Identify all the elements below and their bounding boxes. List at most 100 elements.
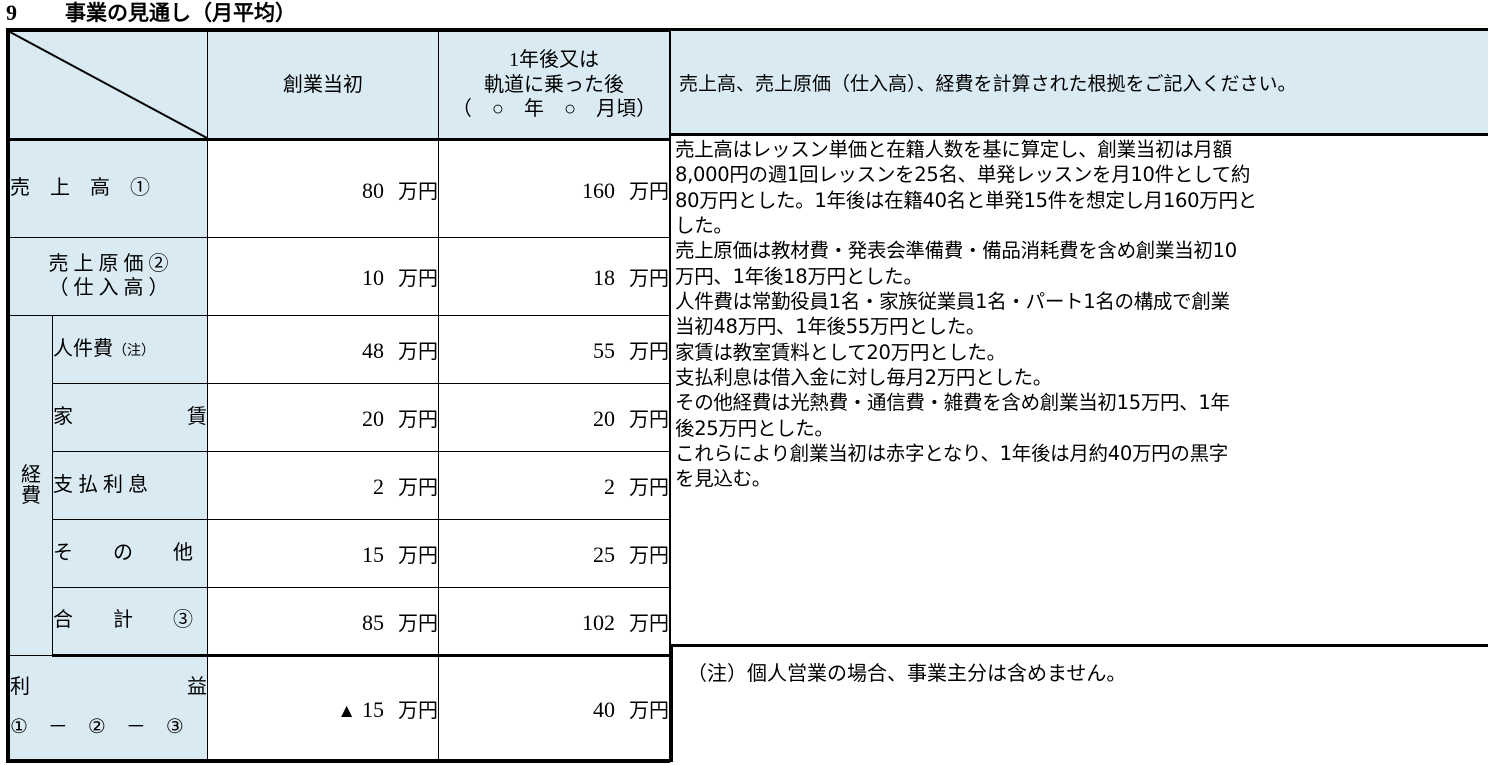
cell-cogs-future-value: 18 [593, 265, 615, 290]
cell-rent-future[interactable]: 20 万円 [438, 383, 670, 452]
cell-interest-future-value: 2 [604, 474, 615, 499]
table-row-cogs: 売 上 原 価 ② （ 仕 入 高 ） 10 万円 18 万円 [9, 237, 670, 316]
explanation-line: これらにより創業当初は赤字となり、1年後は月約40万円の黒字 [675, 442, 1228, 466]
cell-total-start-value: 85 [362, 609, 384, 635]
row-label-other: そ の 他 [52, 519, 208, 588]
cell-cogs-start[interactable]: 10 万円 [207, 237, 439, 316]
cell-personnel-start[interactable]: 48 万円 [207, 315, 439, 384]
cell-other-start[interactable]: 15 万円 [207, 519, 439, 588]
cell-interest-future-unit: 万円 [629, 477, 669, 499]
cell-rent-start-unit: 万円 [398, 409, 438, 431]
cell-sales-future-unit: 万円 [629, 180, 669, 203]
row-label-profit-right: 益 [187, 676, 207, 699]
cell-total-future-unit: 万円 [629, 612, 669, 635]
cell-cogs-future-unit: 万円 [629, 268, 669, 290]
cell-profit-future[interactable]: 40 万円 [438, 655, 670, 760]
row-label-personnel-text: 人件費 [53, 337, 113, 360]
cell-personnel-start-unit: 万円 [398, 341, 438, 363]
row-label-rent-left: 家 [53, 405, 73, 428]
row-label-rent: 家 賃 [52, 383, 208, 452]
row-label-personnel-note: （注） [113, 343, 155, 359]
footnote-area: （注）個人営業の場合、事業主分は含めません。 [670, 647, 1488, 762]
header-col-start-label: 創業当初 [283, 73, 363, 96]
cell-total-start-unit: 万円 [398, 612, 438, 635]
basis-column-header-text: 売上高、売上原価（仕入高）、経費を計算された根拠をご記入ください。 [679, 73, 1297, 95]
cell-profit-future-unit: 万円 [629, 699, 669, 722]
table-row-personnel: 経 費 人件費（注） 48 万円 55 万円 [9, 315, 670, 656]
cell-cogs-future[interactable]: 18 万円 [438, 237, 670, 316]
forecast-table-frame: 創業当初 1年後又は 軌道に乗った後 （ ○ 年 ○ 月頃） 売 上 高 ① 8… [6, 28, 670, 763]
cell-cogs-start-value: 10 [362, 265, 384, 290]
group-label-expenses-char1: 経 [21, 463, 41, 486]
table-row-interest: 支 払 利 息 2 万円 2 万円 [10, 451, 670, 520]
cell-rent-start[interactable]: 20 万円 [207, 383, 439, 452]
cell-total-future-value: 102 [582, 609, 615, 635]
cell-sales-start-unit: 万円 [398, 180, 438, 203]
cell-profit-start[interactable]: ▲ 15 万円 [207, 655, 439, 760]
group-label-expenses-char2: 費 [21, 484, 41, 507]
page-title-number: 9 [6, 0, 17, 25]
row-label-total-text: 合 計 ③ [53, 609, 193, 632]
page-title-text: 事業の見通し（月平均） [65, 1, 296, 25]
basis-explanation-area[interactable]: 売上高はレッスン単価と在籍人数を基に算定し、創業当初は月額 8,000円の週1回… [670, 136, 1488, 647]
row-label-total: 合 計 ③ [52, 587, 208, 657]
cell-personnel-start-value: 48 [362, 338, 384, 363]
cell-other-future[interactable]: 25 万円 [438, 519, 670, 588]
explanation-line: 売上高はレッスン単価と在籍人数を基に算定し、創業当初は月額 [675, 138, 1232, 161]
negative-triangle-icon: ▲ [337, 700, 356, 722]
cell-total-start[interactable]: 85 万円 [207, 587, 439, 657]
table-row-total: 合 計 ③ 85 万円 102 万円 [10, 587, 670, 657]
footnote-text: （注）個人営業の場合、事業主分は含めません。 [687, 663, 1127, 685]
cell-other-start-value: 15 [362, 542, 384, 567]
page-title: 9 事業の見通し（月平均） [6, 0, 296, 27]
row-label-cogs: 売 上 原 価 ② （ 仕 入 高 ） [9, 237, 208, 316]
cell-personnel-future-unit: 万円 [629, 341, 669, 363]
cell-cogs-start-unit: 万円 [398, 268, 438, 290]
cell-interest-start[interactable]: 2 万円 [207, 451, 439, 520]
basis-column-header: 売上高、売上原価（仕入高）、経費を計算された根拠をご記入ください。 [670, 28, 1488, 136]
row-label-profit-left: 利 [10, 676, 30, 699]
table-row-rent: 家 賃 20 万円 20 万円 [10, 383, 670, 452]
diagonal-line-icon [10, 32, 207, 138]
cell-interest-start-unit: 万円 [398, 477, 438, 499]
cell-interest-future[interactable]: 2 万円 [438, 451, 670, 520]
cell-personnel-future-value: 55 [593, 338, 615, 363]
explanation-line: 当初48万円、1年後55万円とした。 [675, 315, 986, 339]
cell-other-future-value: 25 [593, 542, 615, 567]
cell-other-start-unit: 万円 [398, 545, 438, 567]
table-header-row: 創業当初 1年後又は 軌道に乗った後 （ ○ 年 ○ 月頃） [9, 31, 670, 141]
cell-other-future-unit: 万円 [629, 545, 669, 567]
cell-sales-start[interactable]: 80 万円 [207, 139, 439, 238]
header-col-future-line3: （ ○ 年 ○ 月頃） [451, 98, 657, 121]
row-label-cogs-line1: 売 上 原 価 ② [48, 252, 169, 275]
cell-personnel-future[interactable]: 55 万円 [438, 315, 670, 384]
explanation-line: その他経費は光熱費・通信費・雑費を含め創業当初15万円、1年 [675, 391, 1230, 415]
header-col-future: 1年後又は 軌道に乗った後 （ ○ 年 ○ 月頃） [438, 31, 670, 141]
explanation-line: 支払利息は借入金に対し毎月2万円とした。 [675, 366, 1052, 390]
cell-profit-future-value: 40 [593, 696, 615, 722]
explanation-line: 万円、1年後18万円とした。 [675, 264, 923, 288]
cell-interest-start-value: 2 [373, 474, 384, 499]
table-row-other: そ の 他 15 万円 25 万円 [10, 519, 670, 588]
explanation-line: を見込む。 [675, 467, 772, 491]
row-label-personnel: 人件費（注） [52, 315, 208, 384]
explanation-line: 家賃は教室賃料として20万円とした。 [675, 340, 1006, 364]
explanation-line: した。 [675, 214, 733, 238]
explanation-line: 8,000円の週1回レッスンを25名、単発レッスンを月10件として約 [675, 163, 1251, 187]
row-label-sales: 売 上 高 ① [9, 139, 208, 238]
table-row-profit: 利 益 ① － ② － ③ ▲ 15 万円 40 万円 [9, 655, 670, 760]
table-row-sales: 売 上 高 ① 80 万円 160 万円 [9, 139, 670, 238]
cell-rent-future-value: 20 [593, 406, 615, 431]
row-label-cogs-line2: （ 仕 入 高 ） [48, 276, 169, 299]
cell-rent-future-unit: 万円 [629, 409, 669, 431]
row-label-profit-formula: ① － ② － ③ [10, 716, 184, 738]
cell-sales-future[interactable]: 160 万円 [438, 139, 670, 238]
row-label-interest-text: 支 払 利 息 [53, 473, 148, 496]
cell-total-future[interactable]: 102 万円 [438, 587, 670, 657]
cell-sales-start-value: 80 [362, 177, 384, 203]
header-col-future-line2: 軌道に乗った後 [484, 73, 624, 96]
forecast-table: 創業当初 1年後又は 軌道に乗った後 （ ○ 年 ○ 月頃） 売 上 高 ① 8… [9, 31, 670, 760]
header-corner-diagonal-cell [9, 31, 208, 141]
row-label-profit: 利 益 ① － ② － ③ [9, 655, 208, 760]
